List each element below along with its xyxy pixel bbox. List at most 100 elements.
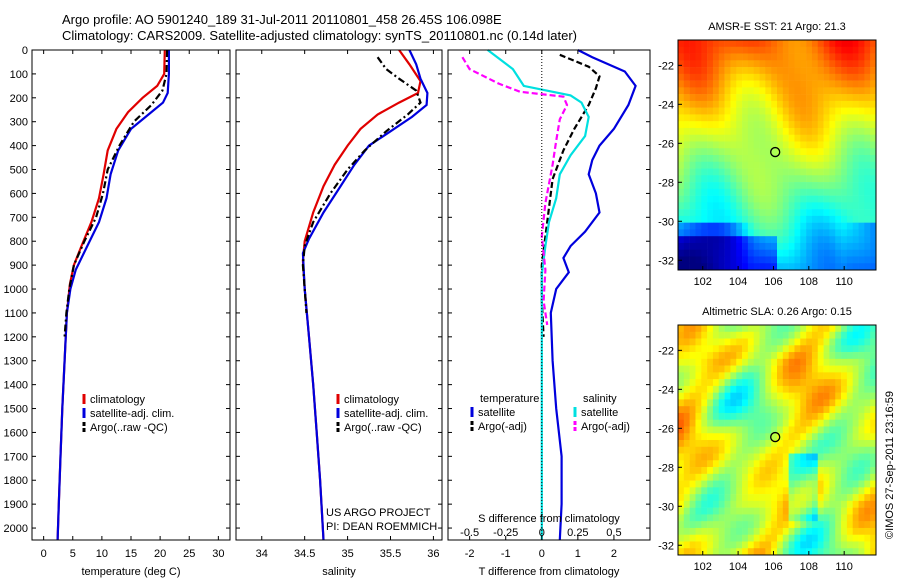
sla_map-cell [817, 473, 824, 481]
sst_map-cell [829, 73, 836, 81]
sst_map-cell [811, 87, 819, 95]
sst_map-cell [707, 263, 714, 271]
sst_map-cell [817, 182, 824, 190]
sla_map-cell [800, 379, 807, 387]
sla_map-cell [870, 541, 877, 549]
sst_map-cell [782, 229, 789, 237]
sst_map-cell [730, 256, 737, 264]
sst_map-cell [678, 215, 685, 223]
sla_map-cell [707, 440, 714, 448]
sst_map-cell [689, 188, 696, 196]
sla_map-cell [829, 352, 836, 360]
sst_map-cell [701, 80, 708, 88]
sla_map-cell [823, 473, 830, 481]
sst_map-cell [864, 73, 871, 81]
sst_map-cell [794, 40, 801, 48]
sst_map-cell [870, 263, 877, 271]
sla_map-cell [806, 527, 813, 535]
sst_map-cell [835, 127, 842, 135]
sla_map-cell [841, 406, 848, 414]
sla_map-cell [841, 541, 848, 549]
sst_map-cell [852, 141, 859, 149]
difference-legend-label-3: Argo(-adj) [581, 421, 630, 433]
sst_map-cell [835, 155, 842, 163]
sla_map-cell [765, 548, 772, 556]
sst_map-cell [695, 209, 702, 217]
sla_map-cell [759, 453, 766, 461]
sla_map-cell [846, 527, 853, 535]
sst_map-cell [788, 46, 795, 54]
sla_map-cell [678, 325, 685, 333]
sla_map-cell [846, 440, 853, 448]
sst_map-cell [858, 94, 865, 102]
sst_map-cell [765, 256, 772, 264]
sla_map-cell [759, 426, 766, 434]
sst_map-cell [811, 155, 819, 163]
sla_map-cell [753, 412, 760, 420]
temperature-ytick-label-13: 1300 [4, 356, 28, 368]
sst_map-cell [800, 134, 807, 142]
sst_map-cell [771, 67, 778, 75]
sst_map-cell [811, 121, 819, 129]
sla_map-cell [683, 331, 690, 339]
sla_map-cell [841, 352, 848, 360]
sst_map-cell [765, 67, 772, 75]
sst_map-cell [852, 148, 859, 156]
sst_map-cell [736, 46, 743, 54]
sla_map-cell [771, 352, 778, 360]
sst_map-cell [817, 40, 824, 48]
sla_map-cell [777, 507, 784, 515]
sst_map-cell [817, 229, 824, 237]
sla_map-cell [771, 372, 778, 380]
sla_map-cell [724, 379, 731, 387]
sla_map-cell [683, 548, 690, 556]
sst_map-cell [695, 202, 702, 210]
sst_map-cell [747, 209, 754, 217]
sst_map-cell [678, 209, 685, 217]
sla_map-cell [730, 480, 737, 488]
sla_map-cell [806, 338, 813, 346]
sla_map-cell [870, 548, 877, 556]
sla_map-cell [823, 467, 830, 475]
sst_map-cell [742, 148, 749, 156]
sst_map-cell [858, 242, 865, 250]
sst_map-cell [782, 209, 789, 217]
sst_map-cell [759, 100, 766, 108]
sla_map-cell [782, 494, 789, 502]
sst_map-cell [841, 107, 848, 115]
sst_map-cell [689, 168, 696, 176]
sla_map-cell [846, 500, 853, 508]
temperature-ytick-label-4: 400 [10, 141, 28, 153]
sla_map-cell [788, 453, 795, 461]
sst_map-cell [800, 222, 807, 230]
sla_map-cell [811, 500, 819, 508]
sla_map-cell [835, 358, 842, 366]
sla_map-cell [707, 507, 714, 515]
sst_map-cell [707, 222, 714, 230]
sst_map-cell [724, 263, 731, 271]
sst_map-cell [712, 215, 720, 223]
sst_map-cell [753, 182, 760, 190]
sst_map-cell [782, 80, 789, 88]
sst_map-cell [701, 188, 708, 196]
sst_map-cell [736, 202, 743, 210]
sst_map-cell [742, 263, 749, 271]
sst_map-cell [689, 222, 696, 230]
sla_map-cell [718, 440, 725, 448]
sla_map-cell [794, 467, 801, 475]
sla_map-cell [695, 473, 702, 481]
sla_map-cell [701, 406, 708, 414]
sla_map-cell [759, 412, 766, 420]
sla_map-cell [730, 331, 737, 339]
title-line-1: Argo profile: AO 5901240_189 31-Jul-2011… [62, 12, 502, 27]
sla_map-cell [678, 446, 685, 454]
sst_map-cell [870, 107, 877, 115]
sst_map-cell [777, 161, 784, 169]
sst_map-cell [771, 148, 778, 156]
sst_map-cell [771, 242, 778, 250]
sst_map-cell [736, 188, 743, 196]
sla_map-cell [829, 460, 836, 468]
sst_map-cell [823, 46, 830, 54]
sst_map-cell [678, 127, 685, 135]
sst_map-cell [870, 188, 877, 196]
